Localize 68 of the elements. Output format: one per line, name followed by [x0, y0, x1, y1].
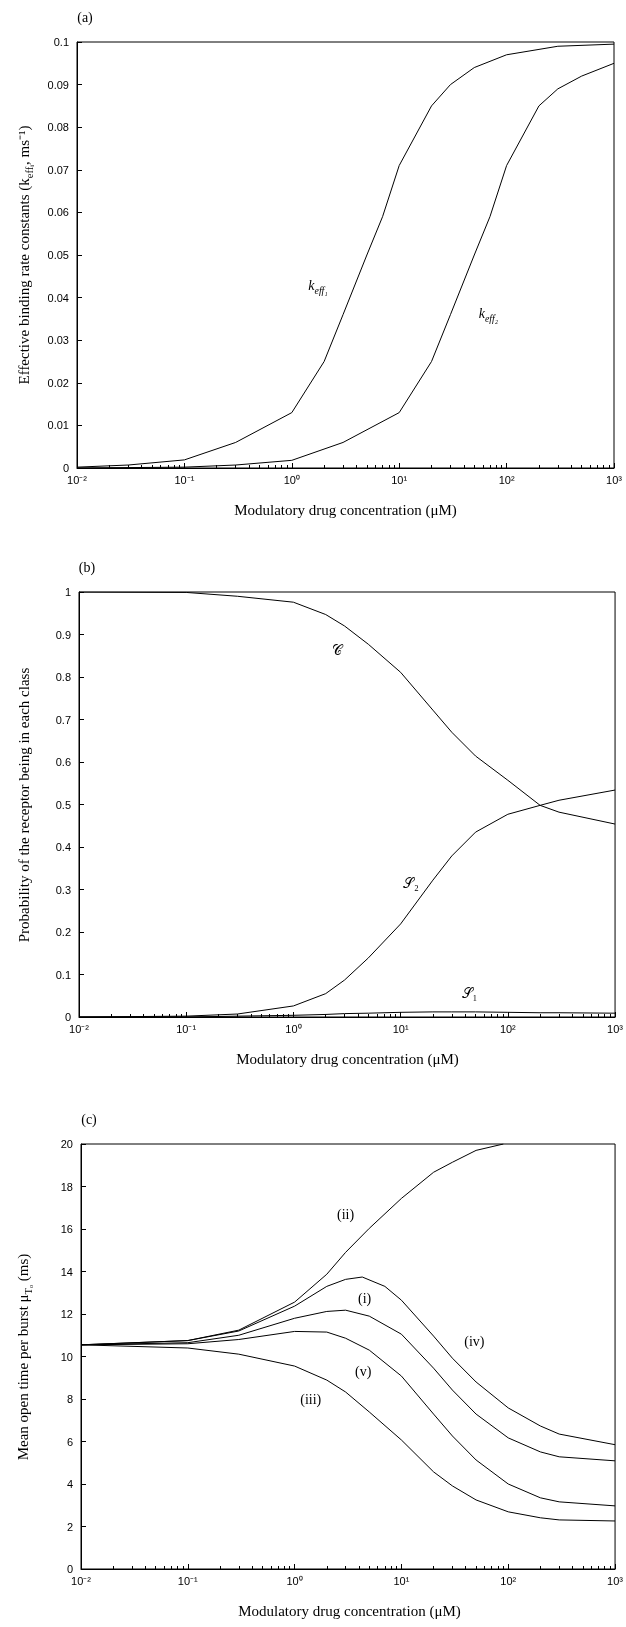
y-tick-label: 0.02 [47, 376, 69, 389]
y-tick-label: 0.4 [55, 841, 71, 853]
y-tick-label: 20 [60, 1138, 73, 1150]
series-label: 𝒮₂ [402, 876, 419, 893]
chart-title: (a) [77, 10, 93, 26]
x-tick-label: 10³ [607, 1574, 624, 1587]
series-label: 𝒞 [331, 643, 342, 659]
x-tick-label: 10⁰ [285, 1022, 302, 1035]
y-tick-label: 0.06 [47, 206, 69, 219]
series-label: (ii) [337, 1207, 355, 1224]
y-tick-label: 16 [60, 1223, 73, 1235]
y-tick-label: 0 [64, 1011, 71, 1023]
x-tick-label: 10⁻¹ [174, 473, 195, 486]
x-tick-label: 10¹ [393, 1574, 410, 1587]
x-tick-label: 10² [500, 1574, 517, 1587]
x-tick-label: 10⁻² [69, 1022, 90, 1035]
y-tick-label: 0.08 [47, 121, 69, 134]
series-label: k$_{eff₁}$ [308, 277, 328, 296]
y-tick-label: 0.1 [53, 36, 69, 48]
x-tick-label: 10³ [606, 473, 623, 486]
series-label: (iii) [300, 1392, 322, 1409]
y-tick-label: 0.01 [47, 419, 69, 432]
x-tick-label: 10³ [607, 1022, 624, 1035]
y-tick-label: 0.05 [47, 249, 69, 261]
x-tick-label: 10¹ [392, 1022, 409, 1035]
x-tick-label: 10² [498, 473, 515, 486]
x-tick-label: 10⁰ [283, 473, 300, 486]
y-tick-label: 0.2 [55, 926, 71, 938]
y-tick-label: 0.07 [47, 163, 69, 176]
y-tick-label: 4 [66, 1478, 73, 1490]
x-tick-label: 10⁻² [71, 1574, 92, 1587]
y-tick-label: 0.9 [55, 628, 71, 641]
x-tick-label: 10⁻¹ [177, 1574, 199, 1587]
y-tick-label: 0.1 [55, 968, 71, 981]
x-axis-title: Modulatory drug concentration (μM) [236, 1050, 459, 1068]
y-tick-label: 14 [60, 1265, 73, 1278]
y-tick-label: 10 [60, 1350, 73, 1363]
x-tick-label: 10⁰ [286, 1574, 303, 1587]
x-tick-label: 10⁻¹ [176, 1022, 197, 1035]
y-tick-label: 6 [66, 1435, 73, 1448]
y-tick-label: 0.8 [55, 671, 71, 683]
x-tick-label: 10² [499, 1022, 517, 1035]
x-axis-title: Modulatory drug concentration (μM) [234, 501, 457, 519]
y-tick-label: 0.3 [55, 883, 71, 896]
y-tick-label: 2 [66, 1520, 73, 1533]
y-tick-label: 0.04 [47, 291, 69, 304]
y-tick-label: 0.6 [55, 756, 71, 768]
y-tick-label: 8 [66, 1393, 73, 1405]
y-tick-label: 0.7 [55, 713, 71, 726]
series-label: (iv) [464, 1334, 485, 1351]
series-label: (v) [355, 1364, 372, 1381]
x-tick-label: 10¹ [391, 473, 408, 486]
series-label: k$_{eff₂}$ [478, 305, 499, 324]
y-tick-label: 0.09 [47, 78, 69, 91]
y-axis-title: Probability of the receptor being in each class [15, 667, 33, 942]
x-tick-label: 10⁻² [67, 473, 88, 486]
y-tick-label: 0.03 [47, 334, 69, 347]
y-tick-label: 0 [62, 462, 69, 474]
y-tick-label: 0 [66, 1563, 73, 1575]
series-label: 𝒮₁ [461, 985, 478, 1002]
series-label: (i) [357, 1291, 372, 1308]
x-axis-title: Modulatory drug concentration (μM) [238, 1602, 461, 1620]
chart-title: (c) [81, 1112, 97, 1128]
y-tick-label: 18 [60, 1180, 73, 1193]
y-tick-label: 12 [60, 1308, 73, 1320]
y-tick-label: 1 [64, 586, 71, 598]
chart-title: (b) [78, 560, 96, 576]
y-tick-label: 0.5 [55, 798, 71, 811]
